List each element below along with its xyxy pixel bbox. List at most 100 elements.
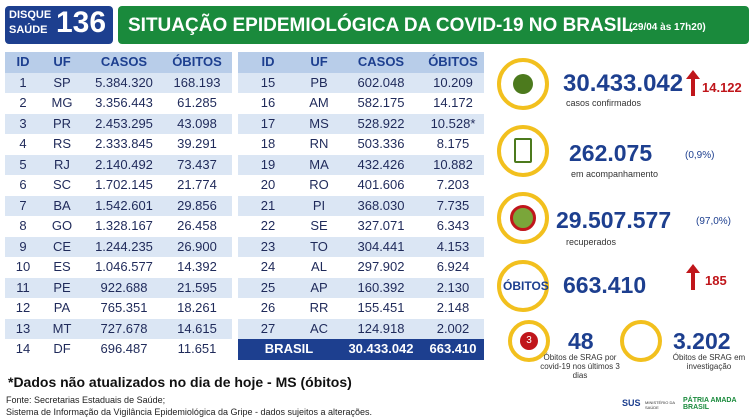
table-cell: 2.140.492 [95,156,153,172]
table-cell: 26.458 [177,218,217,233]
table-cell: MT [52,320,72,336]
table-cell: PE [53,279,71,295]
table-cell: CE [52,238,72,254]
up-arrow [686,264,700,290]
table-cell: 432.426 [357,156,405,172]
table-cell: GO [51,218,73,233]
table-cell: 4.153 [436,238,470,254]
table-cell: 2.002 [436,320,470,336]
table-cell: 9 [19,238,27,254]
table-cell: MS [309,115,329,131]
title: SITUAÇÃO EPIDEMIOLÓGICA DA COVID-19 NO B… [128,15,634,36]
date: (29/04 às 17h20) [629,22,706,33]
table-cell: 13 [15,320,31,336]
table-cell: 1.702.145 [95,177,153,192]
table-cell: 3.356.443 [95,95,153,110]
table-cell: 7.735 [436,197,470,213]
source: Sistema de Informação da Vigilância Epid… [6,407,373,417]
table-cell: PR [52,115,72,131]
table-cell: 18.261 [177,300,217,315]
confirmed-label: casos confirmados [566,98,642,108]
column-header: ID [16,54,30,69]
table-cell: 19 [260,156,276,172]
row-band [5,175,232,196]
table-cell: 15 [260,74,276,90]
table-cell: 25 [260,279,276,295]
footnote: *Dados não atualizados no dia de hoje - … [8,374,352,390]
table-cell: PA [53,300,71,315]
row-band [238,298,484,319]
table-cell: 1 [19,74,27,90]
confirmed-value: 30.433.042 [563,70,684,97]
column-header: ÓBITOS [428,54,478,69]
table-cell: DF [53,341,71,356]
table-cell: 27 [260,320,276,336]
header-row [5,52,232,73]
table-cell: RS [52,136,72,151]
row-band [5,93,232,114]
table-cell: 304.441 [357,238,405,254]
table-cell: 2 [19,95,27,110]
table-cell: RJ [54,156,70,172]
table-cell: 8 [19,218,27,233]
row-band [238,93,484,114]
recovered-share: (97,0%) [696,216,732,227]
row-band [5,298,232,319]
table-cell: 5 [19,156,27,172]
table-cell: BA [53,197,71,213]
srag-investigation-label: Óbitos de SRAG em investigação [672,353,746,371]
table-cell: PI [312,197,326,213]
clipboard-icon [497,125,549,177]
source: Fonte: Secretarias Estaduais de Saúde; [6,395,166,405]
table-cell: 1.328.167 [95,218,153,233]
table-cell: 18 [260,136,276,151]
title-bar [118,6,749,44]
table-cell: SC [52,177,72,192]
logo [5,6,113,44]
total-row [238,339,484,360]
table-cell: 29.856 [177,197,217,213]
table-cell: 39.291 [177,136,217,151]
monitoring-share: (0,9%) [685,150,715,161]
table-cell: AC [309,320,329,336]
column-header: CASOS [100,54,148,69]
row-band [238,257,484,278]
column-header: UF [310,54,328,69]
table-cell: 10.528* [430,115,476,131]
monitoring-value: 262.075 [569,140,653,166]
srag-investigation-value: 3.202 [673,328,731,354]
recovered-value: 29.507.577 [556,207,672,233]
table-cell: 1.542.601 [95,197,153,213]
column-header: CASOS [357,54,405,69]
table-cell: 160.392 [357,279,405,295]
row-band [238,134,484,155]
table-cell: 14 [15,341,31,356]
table-cell: 21.774 [177,177,217,192]
table-cell: 3 [19,115,27,131]
table-cell: MA [309,156,329,172]
calendar-icon: 3 [508,320,550,362]
total-cell: BRASIL [264,341,314,356]
table-cell: 1.046.577 [95,259,153,274]
deaths-change: 185 [705,273,727,288]
row-band [5,257,232,278]
table-cell: ES [53,259,71,274]
table-cell: 2.130 [436,279,470,295]
table-cell: 503.336 [357,136,405,151]
total-cell: 663.410 [429,341,477,356]
table-cell: 168.193 [173,74,221,90]
table-cell: 922.688 [100,279,148,295]
table-cell: AL [311,259,327,274]
table-cell: 2.453.295 [95,115,153,131]
table-cell: 24 [260,259,276,274]
deaths-value: 663.410 [563,272,647,298]
column-header: UF [53,54,71,69]
table-cell: 21.595 [177,279,217,295]
logo-number: 136 [56,6,107,39]
srag-recent-value: 48 [568,328,594,354]
table-cell: AM [309,95,329,110]
table-cell: 7 [19,197,27,213]
table-cell: 6 [19,177,27,192]
table-cell: RR [309,300,329,315]
confirmed-change: 14.122 [702,80,742,95]
